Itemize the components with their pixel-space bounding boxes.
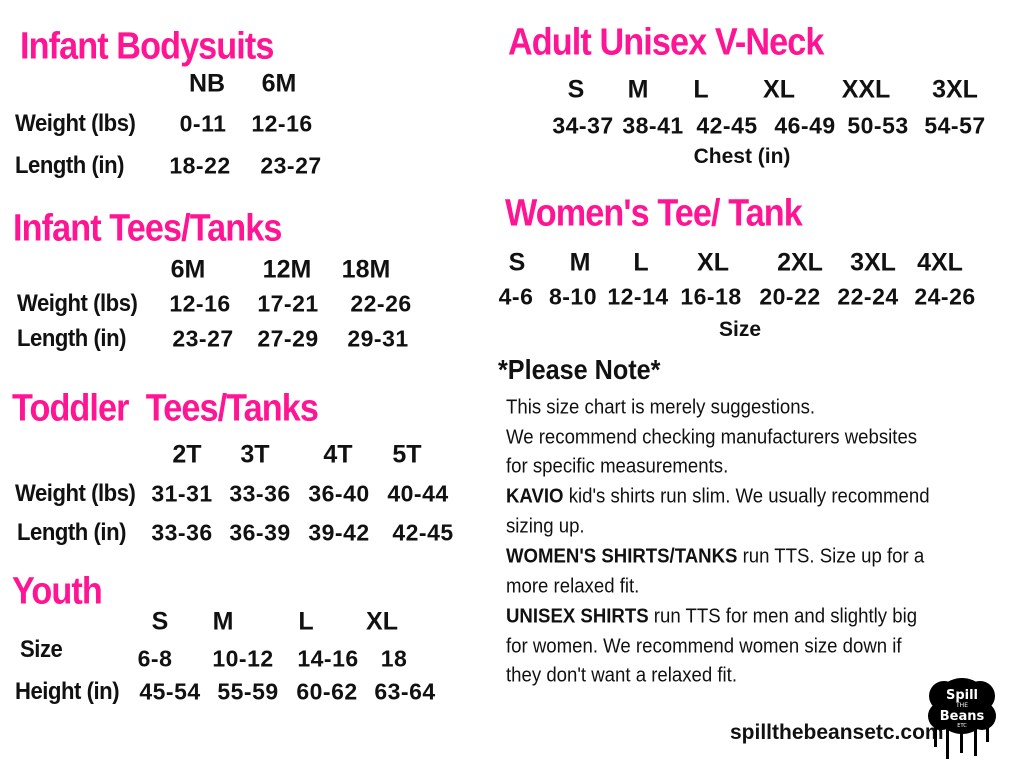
size-value: 16-18: [680, 283, 742, 310]
note-line: UNISEX SHIRTS run TTS for men and slight…: [506, 605, 918, 628]
size-value: 18: [380, 645, 408, 672]
length-value: 39-42: [308, 519, 370, 546]
chest-value: 54-57: [924, 112, 986, 139]
weight-value: 31-31: [151, 480, 213, 507]
weight-label: Weight (lbs): [15, 480, 136, 507]
size-value: 20-22: [759, 283, 821, 310]
adult-unisex-title: Adult Unisex V-Neck: [508, 21, 824, 64]
weight-value: 22-26: [350, 290, 412, 317]
womens-size-label: Size: [718, 318, 762, 341]
length-label: Length (in): [17, 519, 126, 546]
height-value: 60-62: [296, 678, 358, 705]
note-line: for women. We recommend women size down …: [506, 635, 902, 658]
height-value: 63-64: [374, 678, 436, 705]
size-header: 5T: [392, 440, 422, 469]
weight-value: 17-21: [257, 290, 319, 317]
chest-value: 42-45: [696, 112, 758, 139]
size-header: XXL: [841, 75, 891, 104]
youth-title: Youth: [12, 570, 103, 613]
size-label: Size: [20, 636, 63, 663]
height-label: Height (in): [15, 678, 120, 705]
size-header: 12M: [262, 255, 312, 284]
weight-value: 36-40: [308, 480, 370, 507]
length-value: 36-39: [229, 519, 291, 546]
size-value: 10-12: [212, 645, 274, 672]
womens-title: Women's Tee/ Tank: [505, 192, 803, 235]
length-value: 27-29: [257, 325, 319, 352]
size-header: M: [627, 75, 649, 104]
chest-value: 46-49: [774, 112, 836, 139]
length-value: 23-27: [172, 325, 234, 352]
size-header: 2XL: [777, 248, 823, 277]
note-line: more relaxed fit.: [506, 575, 640, 598]
length-value: 42-45: [392, 519, 454, 546]
size-value: 12-14: [607, 283, 669, 310]
chest-value: 50-53: [847, 112, 909, 139]
note-line: This size chart is merely suggestions.: [506, 396, 816, 419]
size-header: S: [508, 248, 526, 277]
length-label: Length (in): [17, 325, 126, 352]
weight-value: 0-11: [179, 110, 227, 137]
chest-label: Chest (in): [693, 145, 791, 168]
height-value: 45-54: [139, 678, 201, 705]
length-value: 18-22: [169, 152, 231, 179]
size-header: S: [567, 75, 585, 104]
svg-text:ETC: ETC: [957, 723, 967, 729]
weight-value: 33-36: [229, 480, 291, 507]
size-header: 3XL: [932, 75, 978, 104]
svg-text:Beans: Beans: [940, 709, 985, 724]
size-value: 4-6: [498, 283, 534, 310]
length-value: 33-36: [151, 519, 213, 546]
size-header: 18M: [341, 255, 391, 284]
size-header: 4XL: [917, 248, 963, 277]
weight-label: Weight (lbs): [17, 290, 138, 317]
weight-value: 12-16: [251, 110, 313, 137]
size-value: 14-16: [297, 645, 359, 672]
note-line: KAVIO kid's shirts run slim. We usually …: [506, 485, 930, 508]
size-header: XL: [697, 248, 729, 277]
toddler-title: Toddler Tees/Tanks: [12, 387, 319, 430]
size-value: 6-8: [137, 645, 173, 672]
infant-tees-title: Infant Tees/Tanks: [13, 207, 282, 250]
svg-text:THE: THE: [955, 702, 968, 709]
size-header: 3T: [240, 440, 270, 469]
length-value: 29-31: [347, 325, 409, 352]
size-header: M: [569, 248, 591, 277]
note-line: We recommend checking manufacturers webs…: [506, 426, 918, 449]
size-value: 8-10: [548, 283, 598, 310]
note-line: sizing up.: [506, 515, 585, 538]
height-value: 55-59: [217, 678, 279, 705]
size-header: L: [693, 75, 709, 104]
size-header: S: [151, 607, 169, 636]
size-header: M: [212, 607, 234, 636]
note-line: for specific measurements.: [506, 455, 729, 478]
size-header: XL: [763, 75, 795, 104]
infant-bodysuits-title: Infant Bodysuits: [20, 25, 274, 68]
size-header: 2T: [172, 440, 202, 469]
note-line: they don't want a relaxed fit.: [506, 664, 738, 687]
spill-the-beans-logo: Spill THE Beans ETC: [922, 674, 1002, 764]
weight-value: 40-44: [387, 480, 449, 507]
weight-label: Weight (lbs): [15, 110, 136, 137]
website-link[interactable]: spillthebeansetc.com: [730, 721, 944, 744]
size-header: 6M: [170, 255, 206, 284]
note-heading: *Please Note*: [498, 354, 661, 385]
size-value: 22-24: [837, 283, 899, 310]
weight-value: 12-16: [169, 290, 231, 317]
size-header: XL: [366, 607, 398, 636]
length-label: Length (in): [15, 152, 124, 179]
chest-value: 38-41: [622, 112, 684, 139]
size-value: 24-26: [914, 283, 976, 310]
length-value: 23-27: [260, 152, 322, 179]
chest-value: 34-37: [552, 112, 614, 139]
note-line: WOMEN'S SHIRTS/TANKS run TTS. Size up fo…: [506, 545, 925, 568]
size-header: 6M: [261, 69, 297, 98]
size-header: L: [298, 607, 314, 636]
size-header: 3XL: [850, 248, 896, 277]
size-header: NB: [188, 69, 226, 98]
svg-text:Spill: Spill: [946, 688, 978, 703]
size-header: 4T: [323, 440, 353, 469]
size-header: L: [633, 248, 649, 277]
